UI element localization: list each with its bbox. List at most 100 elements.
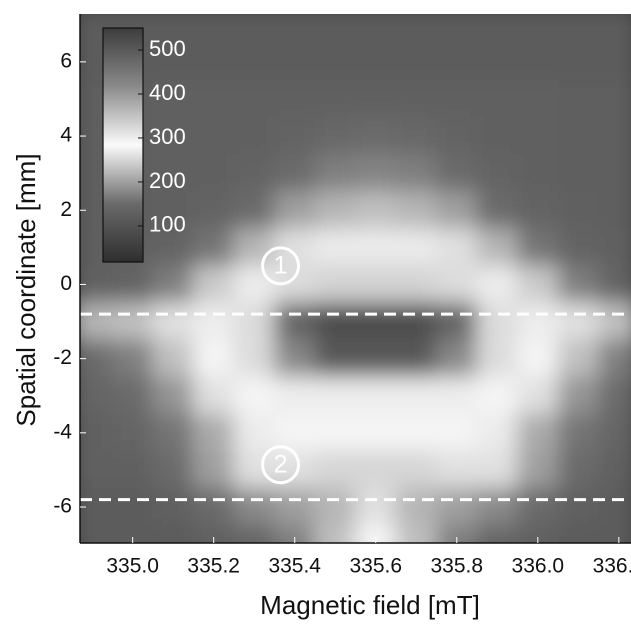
overlay: 1 2 100 200 300 400 500: [80, 27, 631, 502]
heat-cell: [152, 487, 194, 527]
heat-cell: [233, 79, 275, 118]
heat-cell: [395, 154, 438, 193]
heat-cell: [152, 154, 194, 193]
heat-cell: [476, 191, 519, 230]
heat-cell: [557, 487, 600, 527]
heat-cell: [355, 525, 397, 543]
heat-cell: [111, 265, 154, 304]
heat-cell: [355, 191, 397, 230]
heat-cell: [152, 450, 194, 489]
heat-cell: [314, 265, 356, 304]
x-axis-label: Magnetic field [mT]: [260, 590, 480, 620]
annotation: 1: [274, 251, 288, 279]
heat-cell: [152, 265, 194, 304]
heat-cell: [355, 339, 397, 378]
heat-cell: [517, 525, 559, 543]
heat-cell: [314, 14, 356, 44]
heat-cell: [476, 302, 519, 341]
heat-cell: [557, 14, 600, 44]
heat-cell: [192, 450, 235, 489]
heatmap-area: [80, 14, 631, 543]
heat-cell: [80, 339, 113, 378]
heat-cell: [436, 228, 478, 267]
heat-cell: [517, 376, 559, 415]
colorbar-tick-label: 400: [149, 80, 186, 105]
heat-cell: [598, 413, 631, 452]
colorbar-tick-label: 300: [149, 124, 186, 149]
heat-cell: [314, 42, 356, 81]
heat-cell: [152, 42, 194, 81]
heat-cell: [476, 413, 519, 452]
heat-cell: [517, 265, 559, 304]
heat-cell: [557, 265, 600, 304]
heat-cell: [557, 413, 600, 452]
heat-cell: [476, 487, 519, 527]
heat-cell: [517, 14, 559, 44]
heat-cell: [476, 117, 519, 156]
heat-cell: [273, 525, 316, 543]
heat-cell: [436, 154, 478, 193]
heat-cell: [395, 117, 438, 156]
heat-cell: [436, 376, 478, 415]
heat-cell: [80, 450, 113, 489]
heat-cell: [314, 79, 356, 118]
y-tick-label: 6: [60, 49, 72, 72]
heat-cell: [557, 79, 600, 118]
heat-cell: [436, 79, 478, 118]
heat-cell: [517, 154, 559, 193]
heat-cell: [598, 265, 631, 304]
heat-cell: [80, 413, 113, 452]
heat-cell: [557, 376, 600, 415]
y-tick-label: 2: [60, 198, 72, 221]
heat-cell: [192, 154, 235, 193]
heat-cell: [517, 302, 559, 341]
heat-cell: [233, 154, 275, 193]
heat-cell: [436, 14, 478, 44]
heat-cell: [557, 450, 600, 489]
heat-cell: [314, 376, 356, 415]
heat-cell: [395, 525, 438, 543]
x-tick-label: 336.2: [593, 555, 631, 578]
heat-cell: [152, 339, 194, 378]
heat-cell: [233, 42, 275, 81]
y-axis-label: Spatial coordinate [mm]: [11, 153, 41, 426]
heat-cell: [80, 376, 113, 415]
heat-cell: [476, 14, 519, 44]
heat-cell: [476, 265, 519, 304]
heat-cell: [233, 413, 275, 452]
heat-cell: [233, 376, 275, 415]
y-tick-label: -4: [53, 420, 72, 443]
heat-cell: [111, 450, 154, 489]
heat-cell: [355, 154, 397, 193]
heat-cell: [111, 376, 154, 415]
heat-cell: [557, 154, 600, 193]
heat-cell: [111, 339, 154, 378]
heat-cell: [273, 339, 316, 378]
heat-cell: [192, 487, 235, 527]
y-tick-label: 4: [60, 124, 72, 147]
heat-cell: [598, 487, 631, 527]
heat-cell: [598, 450, 631, 489]
heat-cell: [395, 14, 438, 44]
heat-cell: [273, 376, 316, 415]
heatmap: [80, 14, 631, 543]
annotation-circle: [261, 246, 301, 286]
x-tick-label: 335.0: [106, 555, 159, 578]
heat-cell: [355, 487, 397, 527]
heat-cell: [192, 302, 235, 341]
heat-cell: [314, 228, 356, 267]
heat-cell: [476, 154, 519, 193]
heat-cell: [436, 413, 478, 452]
heat-cell: [436, 339, 478, 378]
heat-cell: [192, 79, 235, 118]
heat-cell: [436, 487, 478, 527]
heat-cell: [557, 42, 600, 81]
heat-cell: [111, 525, 154, 543]
heat-cell: [192, 14, 235, 44]
heat-cell: [395, 228, 438, 267]
heat-cell: [517, 79, 559, 118]
heat-cell: [314, 154, 356, 193]
heat-cell: [355, 413, 397, 452]
heat-cell: [273, 117, 316, 156]
heat-cell: [233, 302, 275, 341]
